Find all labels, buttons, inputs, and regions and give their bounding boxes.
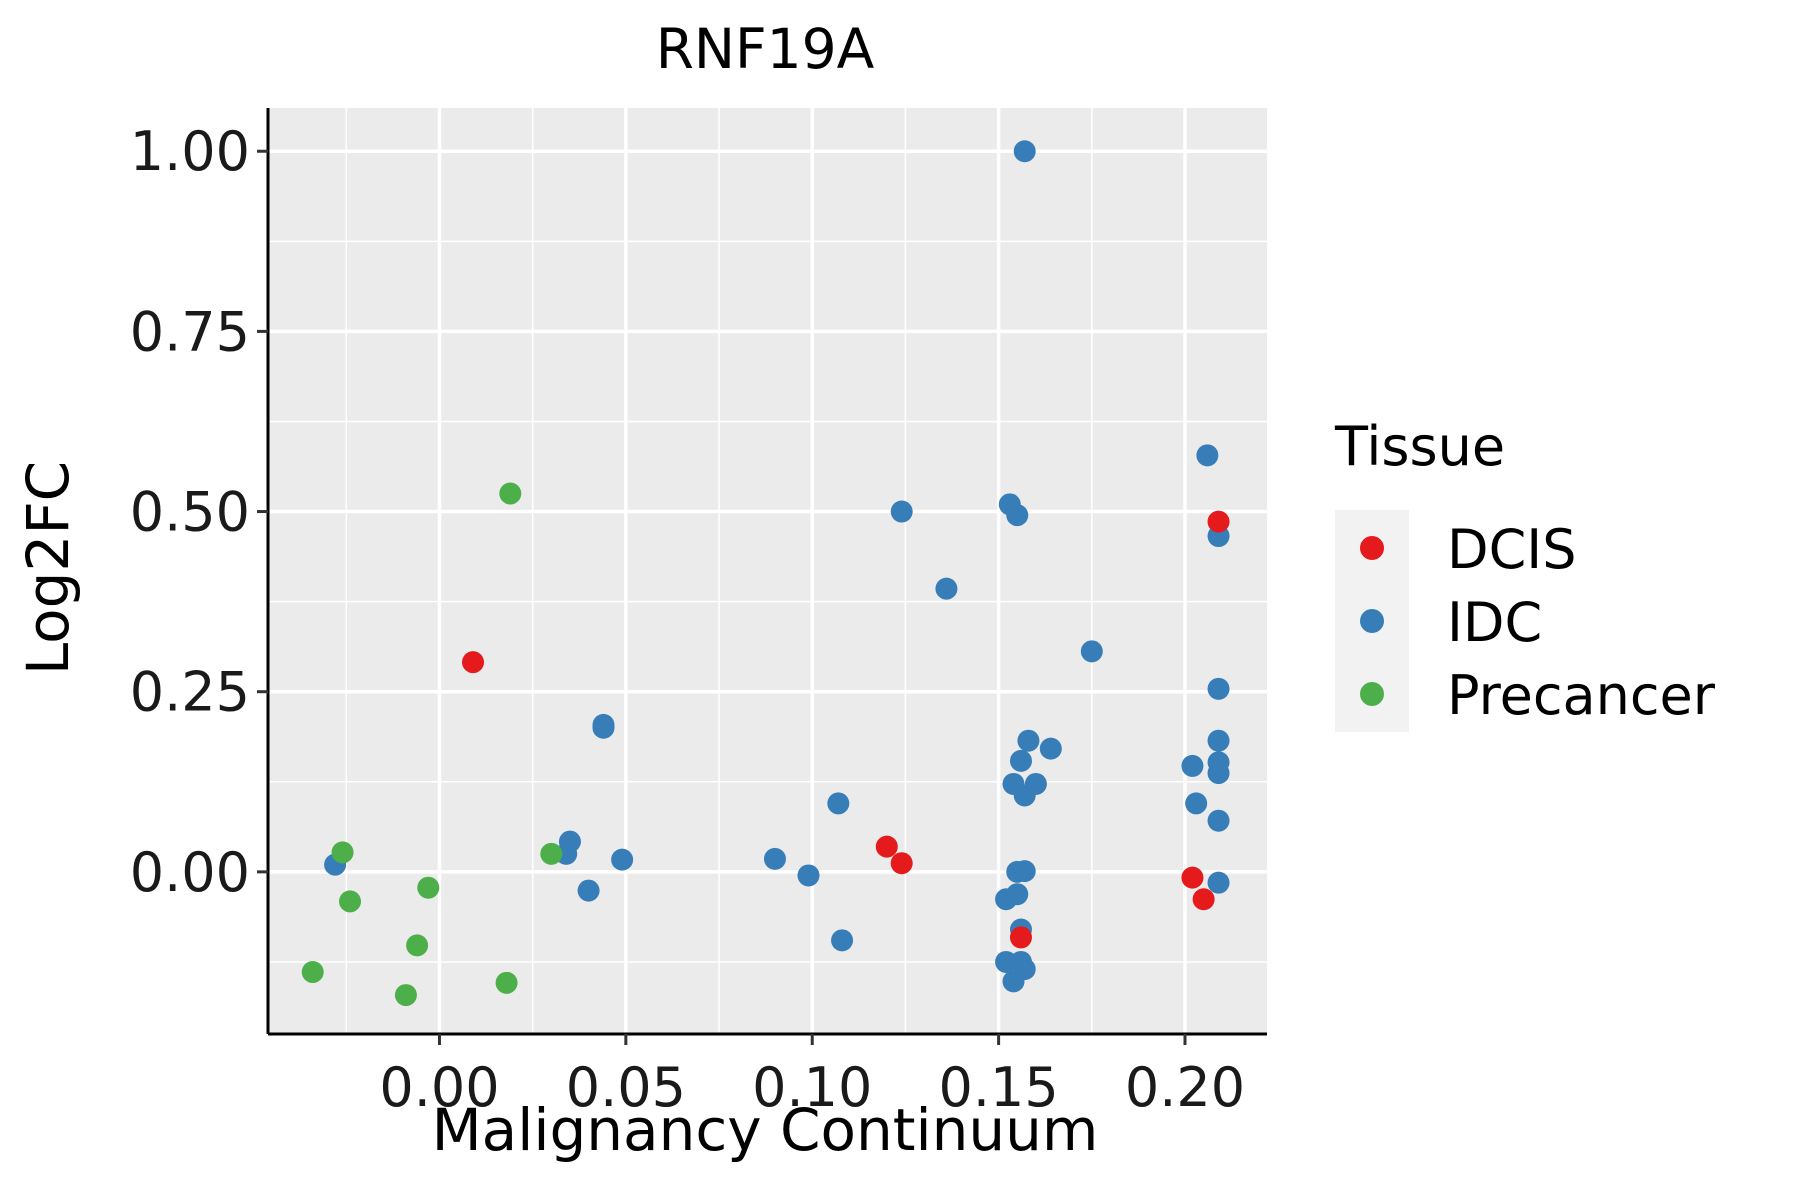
point-idc (577, 879, 600, 902)
point-dcis (1009, 926, 1032, 949)
point-idc (611, 848, 634, 871)
point-idc (1207, 871, 1230, 894)
point-dcis (462, 651, 485, 674)
point-precancer (339, 890, 362, 913)
point-idc (1006, 504, 1029, 527)
legend-key-dcis (1360, 536, 1384, 560)
point-idc (890, 500, 913, 523)
x-axis-ticks: 0.00 0.05 0.10 0.15 0.20 (379, 1034, 1245, 1119)
axes (266, 108, 1267, 1036)
point-idc (935, 577, 958, 600)
x-axis-title: Malignancy Continuum (432, 1096, 1099, 1164)
point-dcis (1207, 510, 1230, 533)
point-precancer (495, 971, 518, 994)
point-idc (1013, 860, 1036, 883)
point-dcis (1192, 888, 1215, 911)
x-tick-label: 0.00 (379, 1056, 499, 1119)
point-idc (1039, 737, 1062, 760)
y-axis-ticks: 0.00 0.25 0.50 0.75 1.00 (130, 120, 268, 904)
point-idc (827, 792, 850, 815)
point-precancer (417, 876, 440, 899)
point-idc (1207, 677, 1230, 700)
point-precancer (499, 482, 522, 505)
panel-background (268, 108, 1267, 1034)
plot-panel (268, 108, 1267, 1034)
legend-key-idc (1360, 609, 1384, 633)
point-precancer (406, 934, 429, 957)
y-tick-label: 0.75 (130, 300, 250, 363)
legend: Tissue DCIS IDC Precancer (1334, 415, 1716, 732)
y-tick-label: 0.00 (130, 841, 250, 904)
y-axis-title: Log2FC (14, 461, 82, 675)
x-tick-label: 0.10 (752, 1056, 872, 1119)
data-points (301, 140, 1230, 1007)
point-dcis (1181, 866, 1204, 889)
y-tick-label: 0.50 (130, 481, 250, 544)
point-idc (592, 716, 615, 739)
legend-key-precancer (1360, 682, 1384, 706)
point-idc (1013, 140, 1036, 163)
point-precancer (301, 961, 324, 984)
legend-label-idc: IDC (1447, 591, 1542, 654)
x-tick-label: 0.05 (566, 1056, 686, 1119)
x-tick-label: 0.15 (938, 1056, 1058, 1119)
point-idc (1009, 749, 1032, 772)
point-idc (1013, 784, 1036, 807)
point-idc (1017, 729, 1040, 752)
point-idc (1181, 754, 1204, 777)
point-idc (995, 888, 1018, 911)
legend-title: Tissue (1334, 415, 1505, 478)
point-dcis (890, 852, 913, 875)
point-idc (1207, 762, 1230, 785)
point-precancer (394, 984, 417, 1007)
point-precancer (331, 841, 354, 864)
x-tick-label: 0.20 (1125, 1056, 1245, 1119)
point-idc (831, 929, 854, 952)
point-precancer (540, 842, 563, 865)
y-tick-label: 0.25 (130, 661, 250, 724)
legend-label-precancer: Precancer (1447, 664, 1716, 727)
chart-title: RNF19A (656, 17, 875, 81)
point-idc (1196, 444, 1219, 467)
point-idc (763, 847, 786, 870)
legend-label-dcis: DCIS (1447, 518, 1577, 581)
y-tick-label: 1.00 (130, 120, 250, 183)
point-idc (1185, 792, 1208, 815)
point-idc (1207, 729, 1230, 752)
point-dcis (875, 835, 898, 858)
point-idc (1002, 970, 1025, 993)
point-idc (797, 864, 820, 887)
point-idc (1207, 809, 1230, 832)
point-idc (1080, 640, 1103, 663)
